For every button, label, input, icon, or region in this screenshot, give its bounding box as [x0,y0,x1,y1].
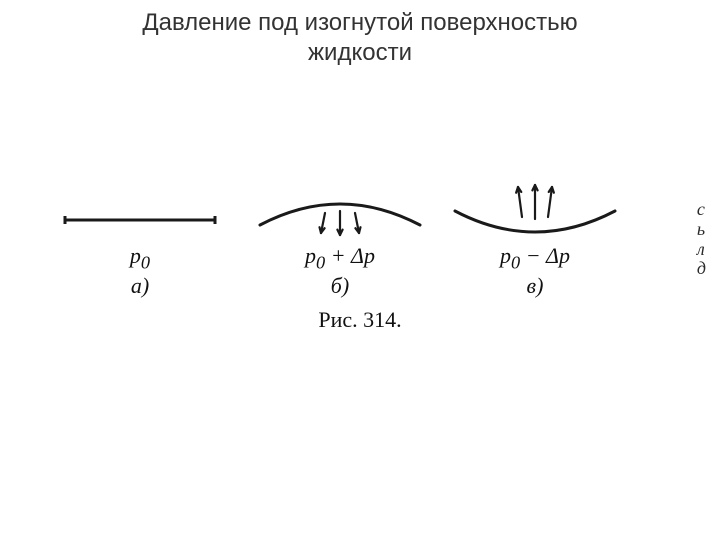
title-line-1: Давление под изогнутой поверхностью [142,9,577,36]
figure-caption: Рис. 314. [40,307,680,333]
panel-c-svg [440,175,630,240]
edge-frag-0: с [697,200,706,220]
edge-frag-3: д [697,259,706,279]
slide-title: Давление под изогнутой поверхностью жидк… [0,8,720,68]
panel-b-sublabel: б) [245,273,435,299]
edge-frag-2: л [697,240,706,260]
panel-c: p0 − Δp в) [440,175,630,315]
panel-a-sublabel: a) [45,273,235,299]
edge-cropped-text: с ь л д [697,200,706,279]
panel-b-svg [245,175,435,240]
panel-b: p0 + Δp б) [245,175,435,315]
figure: p0 a) p0 + Δp б) p0 − Δp в) Рис. 314. [40,175,680,355]
panel-c-sublabel: в) [440,273,630,299]
panel-c-pressure-label: p0 − Δp [440,243,630,273]
panel-b-pressure-label: p0 + Δp [245,243,435,273]
panel-a-pressure-label: p0 [45,243,235,273]
title-line-2: жидкости [308,39,412,66]
edge-frag-1: ь [697,220,706,240]
panel-a-svg [45,175,235,240]
panel-a: p0 a) [45,175,235,315]
